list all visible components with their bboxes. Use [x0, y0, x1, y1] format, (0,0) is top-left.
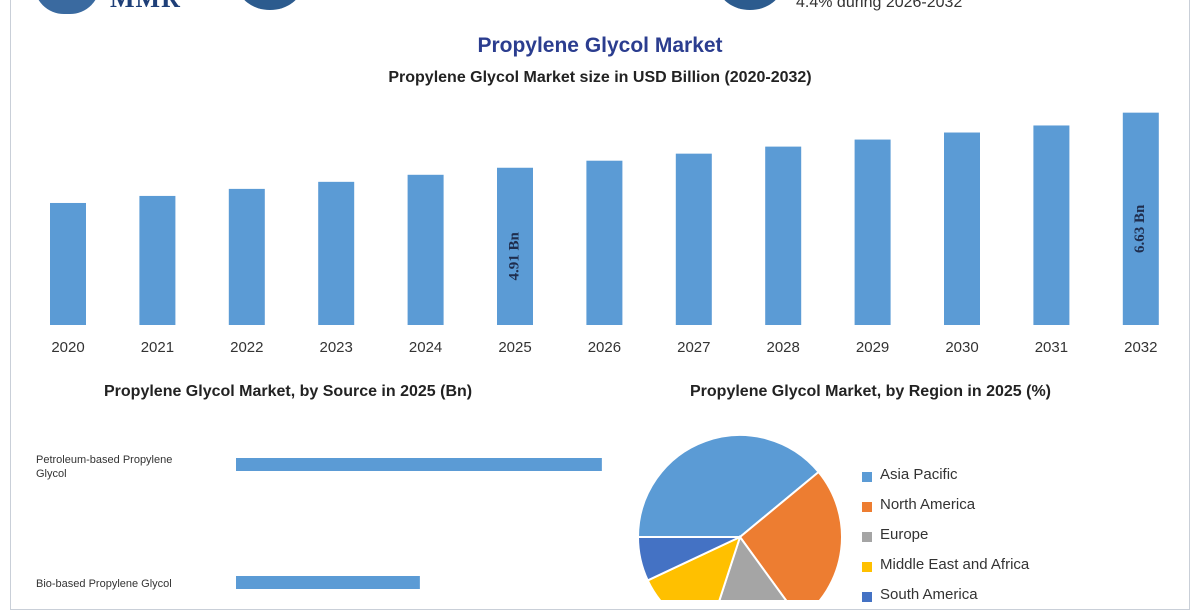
bar-data-label: 6.63 Bn [1132, 204, 1148, 253]
size-bar [944, 132, 980, 325]
mmr-logo: MMR [34, 0, 194, 20]
legend-label: South America [880, 586, 978, 603]
size-bar [854, 139, 891, 325]
source-chart-title: Propylene Glycol Market, by Source in 20… [104, 383, 473, 400]
size-chart-title: Propylene Glycol Market size in USD Bill… [388, 69, 812, 86]
legend-label: Asia Pacific [880, 466, 958, 483]
charts-canvas: 2020 2021 2022 2023 2024 2025 4.91 Bn 2026 2027 2… [36, 112, 1159, 600]
year-tick-label: 2021 [141, 339, 174, 356]
size-bar [586, 160, 623, 325]
source-category-label: Glycol [36, 468, 67, 480]
year-tick-label: 2032 [1124, 339, 1157, 356]
source-bar [236, 458, 602, 471]
size-bar [139, 195, 176, 325]
size-bar [1122, 112, 1159, 325]
year-tick-label: 2020 [51, 339, 84, 356]
header-circle-icon [718, 0, 782, 10]
year-tick-label: 2022 [230, 339, 263, 356]
size-bar [497, 167, 533, 325]
pie-slice [636, 536, 741, 582]
year-tick-label: 2028 [767, 339, 800, 356]
pie-slice [636, 434, 821, 538]
size-bar [407, 174, 444, 325]
legend-swatch [862, 562, 872, 572]
size-bar [765, 146, 802, 325]
pie-slice [738, 470, 843, 600]
logo-text: MMR [110, 0, 181, 14]
globe-icon [34, 0, 100, 14]
size-bar [228, 188, 265, 325]
size-bar [1033, 125, 1070, 325]
bar-data-label: 4.91 Bn [506, 232, 522, 281]
size-bar [318, 181, 355, 325]
size-bar [50, 202, 86, 325]
legend-swatch [862, 592, 872, 602]
source-category-label: Bio-based Propylene Glycol [36, 578, 172, 590]
legend-swatch [862, 502, 872, 512]
source-bar [236, 576, 420, 589]
page-title: Propylene Glycol Market [477, 34, 723, 57]
source-category-label: Petroleum-based Propylene [36, 454, 172, 466]
legend-label: Middle East and Africa [880, 556, 1030, 573]
legend-swatch [862, 532, 872, 542]
pie-slice [718, 534, 788, 600]
year-tick-label: 2023 [320, 339, 353, 356]
pie-slice [646, 535, 742, 600]
legend-swatch [862, 472, 872, 482]
year-tick-label: 2029 [856, 339, 889, 356]
region-chart-title: Propylene Glycol Market, by Region in 20… [690, 383, 1051, 400]
year-tick-label: 2027 [677, 339, 710, 356]
legend-label: Europe [880, 526, 929, 543]
size-bar [675, 153, 712, 325]
year-tick-label: 2025 [498, 339, 531, 356]
year-tick-label: 2030 [945, 339, 978, 356]
legend-label: North America [880, 496, 976, 513]
year-tick-label: 2024 [409, 339, 442, 356]
header-circle-icon [238, 0, 302, 10]
cagr-note: 4.4% during 2026-2032 [796, 0, 963, 11]
year-tick-label: 2026 [588, 339, 621, 356]
year-tick-label: 2031 [1035, 339, 1068, 356]
